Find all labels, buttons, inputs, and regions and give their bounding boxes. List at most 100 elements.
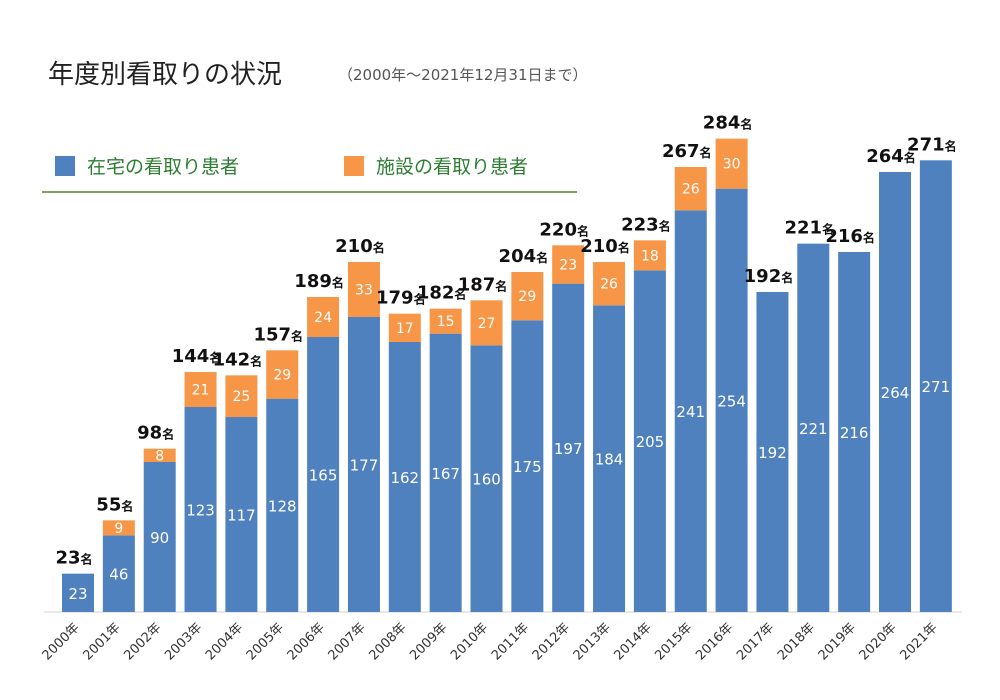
legend-item-facility: 施設の看取り患者 — [344, 152, 528, 179]
bar-label-home: 241 — [676, 403, 705, 421]
total-label: 210名 — [335, 236, 385, 257]
bar-home — [266, 398, 299, 612]
bar-label-home: 271 — [922, 378, 951, 396]
bar-label-home: 175 — [513, 458, 542, 476]
bar-home — [593, 305, 626, 612]
x-tick-label: 2009年 — [407, 620, 450, 663]
bar-home — [879, 171, 911, 612]
bar-home — [552, 283, 585, 612]
x-tick-label: 2000年 — [40, 620, 83, 663]
x-tick-label: 2011年 — [489, 620, 532, 663]
bar-home — [919, 160, 952, 613]
bar-facility — [511, 271, 544, 321]
total-label: 220名 — [539, 219, 589, 240]
total-label: 142名 — [213, 349, 263, 370]
total-label-suffix: 名 — [81, 552, 93, 567]
total-label: 187名 — [458, 274, 508, 295]
chart-subtitle: （2000年～2021年12月31日まで） — [338, 66, 588, 84]
bar-facility — [470, 300, 503, 346]
bar-home — [674, 210, 707, 612]
bar-label-home: 90 — [150, 529, 169, 547]
x-tick-label: 2012年 — [530, 620, 573, 663]
bar-label-home: 192 — [758, 444, 787, 462]
x-tick-label: 2016年 — [693, 620, 736, 663]
bar-facility — [429, 308, 462, 334]
bar-home — [470, 345, 503, 612]
total-label-suffix: 名 — [291, 328, 303, 343]
bar-label-facility: 15 — [437, 314, 455, 330]
x-tick-label: 2015年 — [652, 620, 695, 663]
bar-label-facility: 33 — [355, 282, 373, 298]
x-tick-label: 2013年 — [571, 620, 614, 663]
x-tick-label: 2006年 — [285, 620, 328, 663]
x-tick-label: 2018年 — [775, 620, 818, 663]
bar-home — [184, 406, 217, 612]
x-tick-label: 2002年 — [121, 620, 164, 663]
bar-label-facility: 24 — [314, 310, 332, 326]
total-label: 179名 — [376, 288, 426, 309]
bar-label-facility: 23 — [559, 257, 577, 273]
bar-home — [307, 336, 340, 612]
x-tick-label: 2010年 — [448, 620, 491, 663]
total-label-suffix: 名 — [250, 353, 262, 368]
x-tick-label: 2021年 — [897, 620, 940, 663]
bar-home — [797, 243, 830, 612]
x-tick-label: 2004年 — [203, 620, 246, 663]
bar-label-home: 167 — [431, 465, 460, 483]
total-label-suffix: 名 — [740, 117, 752, 132]
x-tick-label: 2007年 — [326, 620, 369, 663]
total-label-suffix: 名 — [863, 230, 875, 245]
total-label-suffix: 名 — [618, 240, 630, 255]
bar-label-home: 205 — [636, 433, 665, 451]
total-label: 264名 — [866, 146, 916, 167]
total-label-suffix: 名 — [822, 222, 834, 237]
total-label-suffix: 名 — [209, 350, 221, 365]
bar-label-facility: 26 — [600, 277, 618, 293]
bar-label-facility: 26 — [682, 182, 700, 198]
bar-facility — [184, 371, 217, 407]
bar-label-facility: 25 — [232, 389, 250, 405]
chart-title: 年度別看取りの状況 — [48, 60, 283, 90]
bar-label-home: 123 — [186, 501, 215, 519]
total-label-suffix: 名 — [781, 270, 793, 285]
total-label-suffix: 名 — [536, 250, 548, 265]
bar-label-home: 184 — [595, 451, 624, 469]
legend-divider — [42, 191, 577, 193]
bar-home — [715, 188, 748, 612]
total-label-suffix: 名 — [945, 138, 957, 153]
total-label-suffix: 名 — [904, 150, 916, 165]
total-label: 204名 — [499, 246, 549, 267]
total-label: 271名 — [907, 134, 957, 155]
total-label-suffix: 名 — [495, 278, 507, 293]
bar-label-facility: 27 — [478, 316, 496, 332]
bar-home — [838, 251, 871, 612]
bar-facility — [715, 138, 748, 189]
total-label-suffix: 名 — [121, 498, 133, 513]
bar-home — [102, 535, 135, 612]
bar-facility — [266, 350, 299, 399]
total-label: 210名 — [580, 236, 630, 257]
x-tick-label: 2005年 — [244, 620, 287, 663]
x-tick-label: 2014年 — [612, 620, 655, 663]
bar-home — [388, 341, 421, 612]
bar-label-home: 197 — [554, 440, 583, 458]
bar-label-home: 254 — [717, 392, 746, 410]
bar-label-home: 177 — [350, 456, 379, 474]
bar-home — [347, 316, 380, 612]
x-tick-label: 2003年 — [162, 620, 205, 663]
total-label-suffix: 名 — [454, 287, 466, 302]
total-label-suffix: 名 — [659, 218, 671, 233]
legend-label-home: 在宅の看取り患者 — [87, 156, 240, 178]
bar-facility — [593, 261, 626, 306]
total-label: 267名 — [662, 141, 712, 162]
total-label-suffix: 名 — [700, 145, 712, 160]
bar-facility — [633, 240, 666, 271]
total-label: 189名 — [294, 271, 344, 292]
total-label: 192名 — [744, 266, 794, 287]
bar-label-home: 23 — [68, 585, 87, 603]
bar-label-home: 128 — [268, 497, 297, 515]
bar-label-home: 162 — [390, 469, 419, 487]
x-tick-label: 2019年 — [816, 620, 859, 663]
total-label-suffix: 名 — [577, 223, 589, 238]
